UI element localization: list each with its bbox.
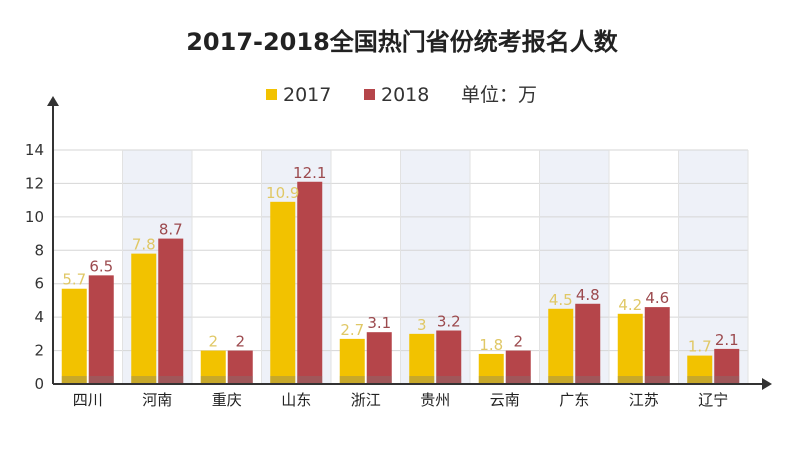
bar-base-shadow — [158, 376, 184, 384]
data-label: 1.8 — [479, 336, 503, 354]
y-tick-label: 2 — [34, 342, 44, 360]
bar-base-shadow — [478, 376, 504, 384]
x-tick-label: 广东 — [559, 391, 589, 409]
data-label: 3.1 — [367, 314, 391, 332]
data-label: 2.7 — [340, 321, 364, 339]
bar-base-shadow — [714, 376, 740, 384]
bar-2018 — [436, 330, 462, 384]
bar-base-shadow — [687, 376, 713, 384]
data-label: 4.8 — [576, 286, 600, 304]
data-label: 8.7 — [159, 221, 183, 239]
bar-2017 — [270, 201, 296, 384]
bar-base-shadow — [505, 376, 531, 384]
data-label: 2 — [208, 333, 218, 351]
x-tick-label: 江苏 — [629, 391, 659, 409]
bar-2018 — [158, 238, 184, 384]
value-labels: 5.76.57.88.72 210.912.12.7 3.1 3 3.21.8 24.5 4… — [62, 164, 738, 356]
x-tick-label: 贵州 — [420, 391, 450, 409]
bar-base-shadow — [575, 376, 601, 384]
data-label: 6.5 — [89, 257, 113, 275]
x-tick-label: 山东 — [281, 391, 311, 409]
data-label: 12.1 — [293, 164, 326, 182]
x-tick-label: 河南 — [142, 391, 172, 409]
bar-base-shadow — [227, 376, 253, 384]
x-axis: 四川 河南 重庆 山东 浙江 贵州 云南 广东 江苏 辽宁 — [53, 378, 772, 409]
bars — [61, 181, 740, 384]
data-label: 4.2 — [618, 296, 642, 314]
bar-2017 — [339, 338, 365, 384]
y-tick-label: 8 — [34, 241, 44, 259]
bar-base-shadow — [548, 376, 574, 384]
x-tick-label: 四川 — [73, 391, 103, 409]
bar-base-shadow — [366, 376, 392, 384]
legend-swatch-2018 — [364, 89, 375, 100]
data-label: 10.9 — [266, 184, 299, 202]
bar-2017 — [687, 355, 713, 384]
data-label: 4.6 — [645, 289, 669, 307]
data-label: 3.2 — [437, 313, 461, 331]
bar-base-shadow — [436, 376, 462, 384]
bar-base-shadow — [270, 376, 296, 384]
bar-base-shadow — [339, 376, 365, 384]
bar-base-shadow — [200, 376, 226, 384]
bar-base-shadow — [131, 376, 157, 384]
data-label: 4.5 — [549, 291, 573, 309]
bar-2018 — [297, 181, 323, 384]
y-tick-label: 14 — [25, 141, 44, 159]
bar-base-shadow — [61, 376, 87, 384]
bar-base-shadow — [297, 376, 323, 384]
bar-2017 — [617, 313, 643, 384]
bar-base-shadow — [617, 376, 643, 384]
legend-label-2018: 2018 — [381, 84, 429, 106]
data-label: 1.7 — [688, 338, 712, 356]
category-band — [678, 150, 748, 384]
y-tick-label: 10 — [25, 208, 44, 226]
y-axis: 0 2 4 6 8 10 12 14 — [25, 96, 59, 393]
bar-2017 — [548, 308, 574, 384]
data-label: 7.8 — [132, 236, 156, 254]
x-tick-label: 云南 — [490, 391, 520, 409]
bar-base-shadow — [644, 376, 670, 384]
bar-2018 — [575, 303, 601, 384]
unit-label: 单位：万 — [461, 84, 537, 106]
bar-2017 — [131, 253, 157, 384]
data-label: 2.1 — [715, 331, 739, 349]
x-tick-label: 浙江 — [351, 391, 381, 409]
bar-2018 — [366, 332, 392, 384]
x-tick-label: 重庆 — [212, 391, 242, 409]
chart-title: 2017-2018全国热门省份统考报名人数 — [186, 28, 619, 56]
bar-2017 — [200, 350, 226, 384]
y-tick-label: 4 — [34, 308, 44, 326]
legend-label-2017: 2017 — [283, 84, 331, 106]
y-tick-label: 0 — [34, 375, 44, 393]
bar-2018 — [88, 275, 114, 384]
bar-2017 — [409, 333, 435, 384]
bar-2018 — [644, 307, 670, 384]
bar-2018 — [227, 350, 253, 384]
bar-base-shadow — [409, 376, 435, 384]
data-label: 3 — [417, 316, 427, 334]
legend-swatch-2017 — [266, 89, 277, 100]
data-label: 5.7 — [62, 271, 86, 289]
bar-2017 — [478, 353, 504, 384]
legend: 2017 2018 单位：万 — [266, 84, 537, 106]
x-tick-label: 辽宁 — [698, 391, 728, 409]
bar-2018 — [505, 350, 531, 384]
bar-2018 — [714, 348, 740, 384]
y-tick-label: 6 — [34, 275, 44, 293]
data-label: 2 — [235, 333, 245, 351]
y-tick-label: 12 — [25, 174, 44, 192]
bar-2017 — [61, 288, 87, 384]
data-label: 2 — [513, 333, 523, 351]
x-axis-arrow — [762, 378, 772, 390]
bar-base-shadow — [88, 376, 114, 384]
y-axis-arrow — [47, 96, 59, 106]
